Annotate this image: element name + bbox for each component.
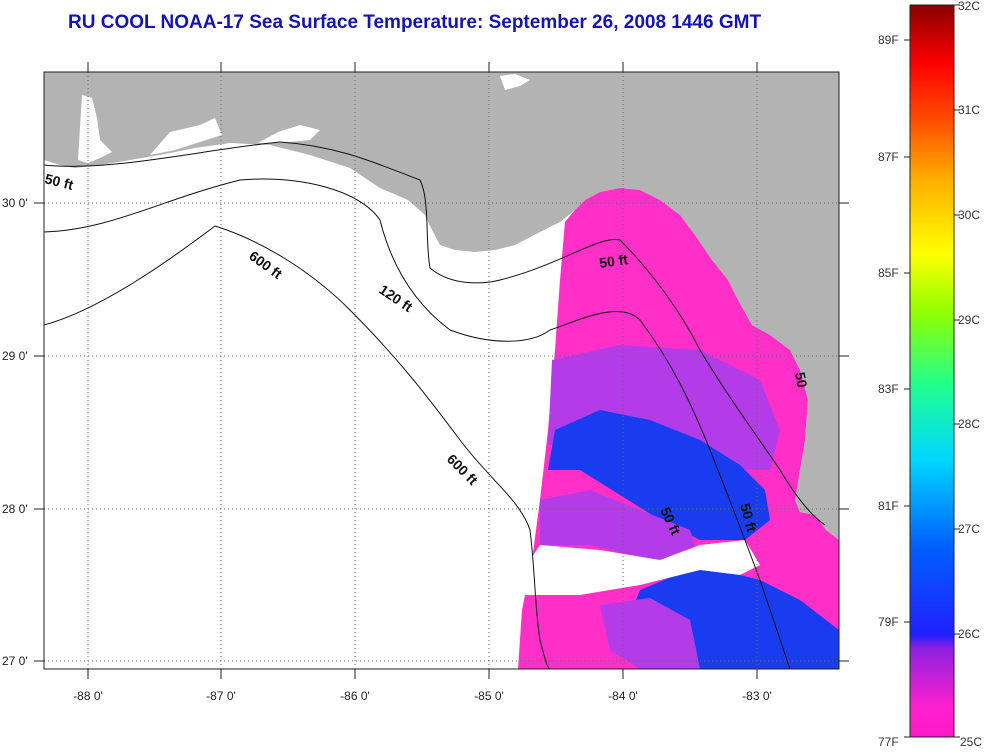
isobath-label: 50	[792, 371, 810, 389]
fahrenheit-label: 79F	[878, 615, 899, 629]
bay	[78, 95, 112, 163]
fahrenheit-label: 89F	[878, 33, 899, 47]
celsius-label: 32C	[958, 0, 980, 13]
celsius-label: 29C	[958, 313, 980, 327]
colorbar-fahrenheit-labels: 89F 87F 85F 83F 81F 79F 77F	[878, 33, 899, 749]
bay	[258, 125, 320, 143]
isobath-lines	[44, 141, 826, 669]
frame-ticks	[34, 62, 849, 679]
celsius-label: 30C	[958, 208, 980, 222]
bay	[150, 118, 222, 155]
lon-tick-label: -87 0'	[206, 689, 236, 703]
lon-tick-label: -86 0'	[340, 689, 370, 703]
fahrenheit-label: 77F	[878, 735, 899, 749]
lon-tick-label: -85 0'	[474, 689, 504, 703]
celsius-label: 26C	[958, 627, 980, 641]
isobath-label: 50 ft	[43, 170, 75, 193]
fahrenheit-label: 81F	[878, 499, 899, 513]
sst-violet-band	[540, 490, 700, 560]
colorbar-celsius-labels: 32C 31C 30C 29C 28C 27C 26C 25C	[958, 0, 982, 749]
isobath-label: 50 ft	[598, 251, 629, 271]
land-mass	[44, 72, 839, 540]
map-title: RU COOL NOAA-17 Sea Surface Temperature:…	[68, 12, 762, 33]
lon-tick-label: -88 0'	[73, 689, 103, 703]
lat-tick-label: 29 0'	[2, 349, 28, 363]
lon-tick-label: -83 0'	[742, 689, 772, 703]
lat-tick-label: 30 0'	[2, 196, 28, 210]
graticule	[44, 72, 839, 669]
cloud-gap	[525, 540, 760, 595]
colorbar-ticks	[904, 4, 960, 738]
lon-axis: -88 0' -87 0' -86 0' -85 0' -84 0' -83 0…	[73, 689, 772, 703]
lat-tick-label: 28 0'	[2, 502, 28, 516]
fahrenheit-label: 83F	[878, 382, 899, 396]
colorbar	[909, 4, 955, 738]
lat-axis: 30 0' 29 0' 28 0' 27 0'	[2, 196, 28, 668]
celsius-label: 25C	[960, 735, 982, 749]
celsius-label: 27C	[958, 522, 980, 536]
lon-tick-label: -84 0'	[608, 689, 638, 703]
sst-violet-band	[600, 598, 700, 669]
celsius-label: 28C	[958, 417, 980, 431]
fahrenheit-label: 85F	[878, 266, 899, 280]
celsius-label: 31C	[958, 103, 980, 117]
sst-cool-band	[548, 410, 770, 540]
lat-tick-label: 27 0'	[2, 654, 28, 668]
fahrenheit-label: 87F	[878, 150, 899, 164]
lake	[500, 74, 530, 90]
isobath-label: 50 ft	[737, 502, 760, 534]
